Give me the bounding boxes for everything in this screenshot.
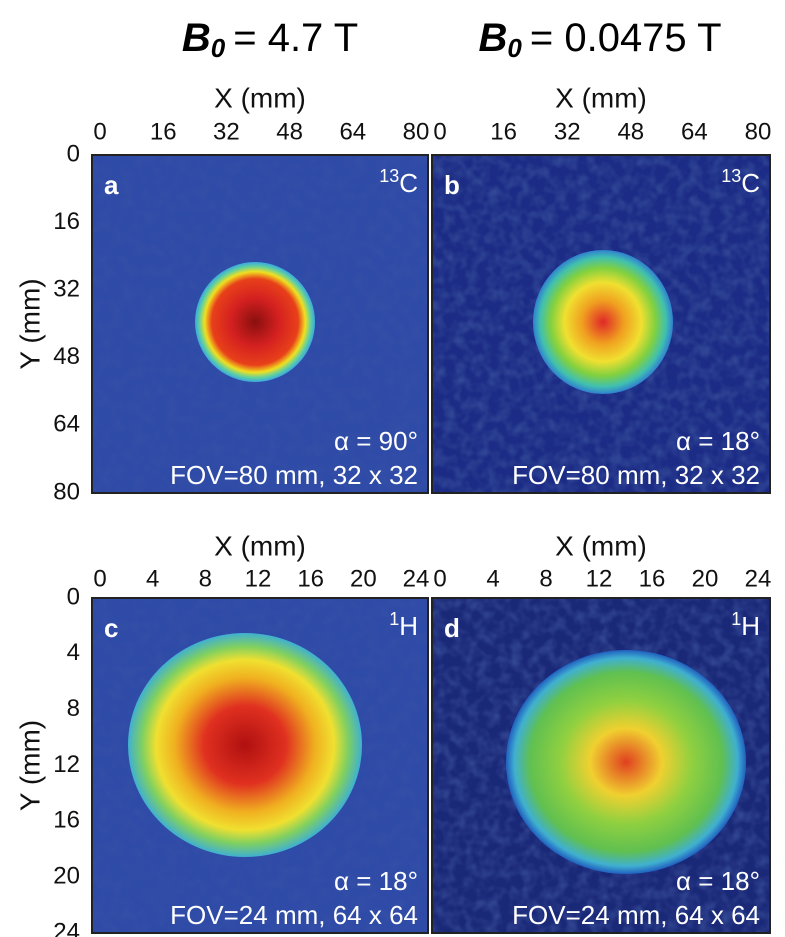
x-axis-label: X (mm) [555,82,647,113]
x-tick-label: 16 [490,118,517,145]
fov: FOV=80 mm, 32 x 32 [170,460,418,490]
x-tick-label: 0 [93,565,106,592]
symbol: B [182,16,211,60]
nucleus: 1H [389,609,418,641]
flip-angle: α = 18° [676,866,760,896]
y-tick-label: 16 [53,208,80,235]
column-title: B0 = 4.7 T [182,16,358,63]
x-tick-label: 16 [297,565,324,592]
fov: FOV=80 mm, 32 x 32 [512,460,760,490]
x-tick-label: 64 [339,118,366,145]
x-axis-label: X (mm) [214,530,306,561]
image-signal [128,633,362,857]
subscript: 0 [507,33,522,63]
y-tick-label: 0 [67,140,80,167]
y-tick-label: 16 [53,807,80,834]
image-frame [91,597,429,934]
nucleus: 13C [721,166,760,198]
x-tick-label: 64 [681,118,708,145]
nucleus-mass: 13 [379,166,399,186]
nucleus-symbol: H [741,611,760,641]
x-tick-label: 0 [93,118,106,145]
image-frame [431,154,771,494]
y-tick-label: 48 [53,343,80,370]
y-tick-label: 0 [67,583,80,610]
x-tick-label: 4 [486,565,499,592]
panel-letter: a [104,170,119,200]
y-tick-label: 32 [53,276,80,303]
y-tick-label: 4 [67,639,80,666]
nucleus-mass: 13 [721,166,741,186]
nucleus-symbol: C [399,168,418,198]
image-signal [533,250,673,394]
y-tick-label: 64 [53,411,80,438]
x-tick-label: 80 [403,118,430,145]
nucleus: 13C [379,166,418,198]
x-axis-label: X (mm) [555,530,647,561]
y-axis-label: Y (mm) [14,278,45,369]
x-axis-label: X (mm) [214,82,306,113]
panel-letter: c [104,613,118,643]
x-tick-label: 48 [617,118,644,145]
value: = 4.7 T [233,16,358,60]
image-frame [431,597,771,934]
y-tick-label: 12 [53,751,80,778]
x-tick-label: 24 [403,565,430,592]
image-signal [506,650,746,874]
x-tick-label: 8 [539,565,552,592]
x-tick-label: 20 [692,565,719,592]
x-tick-label: 20 [350,565,377,592]
panel-letter: d [444,613,460,643]
y-tick-label: 8 [67,695,80,722]
x-tick-label: 32 [554,118,581,145]
nucleus: 1H [731,609,760,641]
x-tick-label: 80 [745,118,772,145]
nucleus-mass: 1 [389,609,399,629]
x-tick-label: 0 [433,565,446,592]
y-tick-label: 24 [53,918,80,937]
x-tick-label: 16 [150,118,177,145]
x-tick-label: 48 [276,118,303,145]
symbol: B [479,16,508,60]
subscript: 0 [211,33,226,63]
x-tick-label: 12 [586,565,613,592]
nucleus-mass: 1 [731,609,741,629]
y-tick-label: 80 [53,478,80,505]
x-tick-label: 4 [146,565,159,592]
column-title: B0 = 0.0475 T [479,16,722,63]
panel-letter: b [444,170,460,200]
nucleus-symbol: C [741,168,760,198]
fov: FOV=24 mm, 64 x 64 [512,900,760,930]
flip-angle: α = 90° [334,426,418,456]
x-tick-label: 8 [199,565,212,592]
fov: FOV=24 mm, 64 x 64 [170,900,418,930]
y-tick-label: 20 [53,863,80,890]
image-signal [195,262,315,382]
x-tick-label: 24 [745,565,772,592]
y-axis-label: Y (mm) [14,720,45,811]
x-tick-label: 16 [639,565,666,592]
x-tick-label: 12 [245,565,272,592]
image-frame [91,154,429,494]
nucleus-symbol: H [399,611,418,641]
x-tick-label: 32 [213,118,240,145]
value: = 0.0475 T [530,16,722,60]
flip-angle: α = 18° [676,426,760,456]
x-tick-label: 0 [433,118,446,145]
flip-angle: α = 18° [334,866,418,896]
